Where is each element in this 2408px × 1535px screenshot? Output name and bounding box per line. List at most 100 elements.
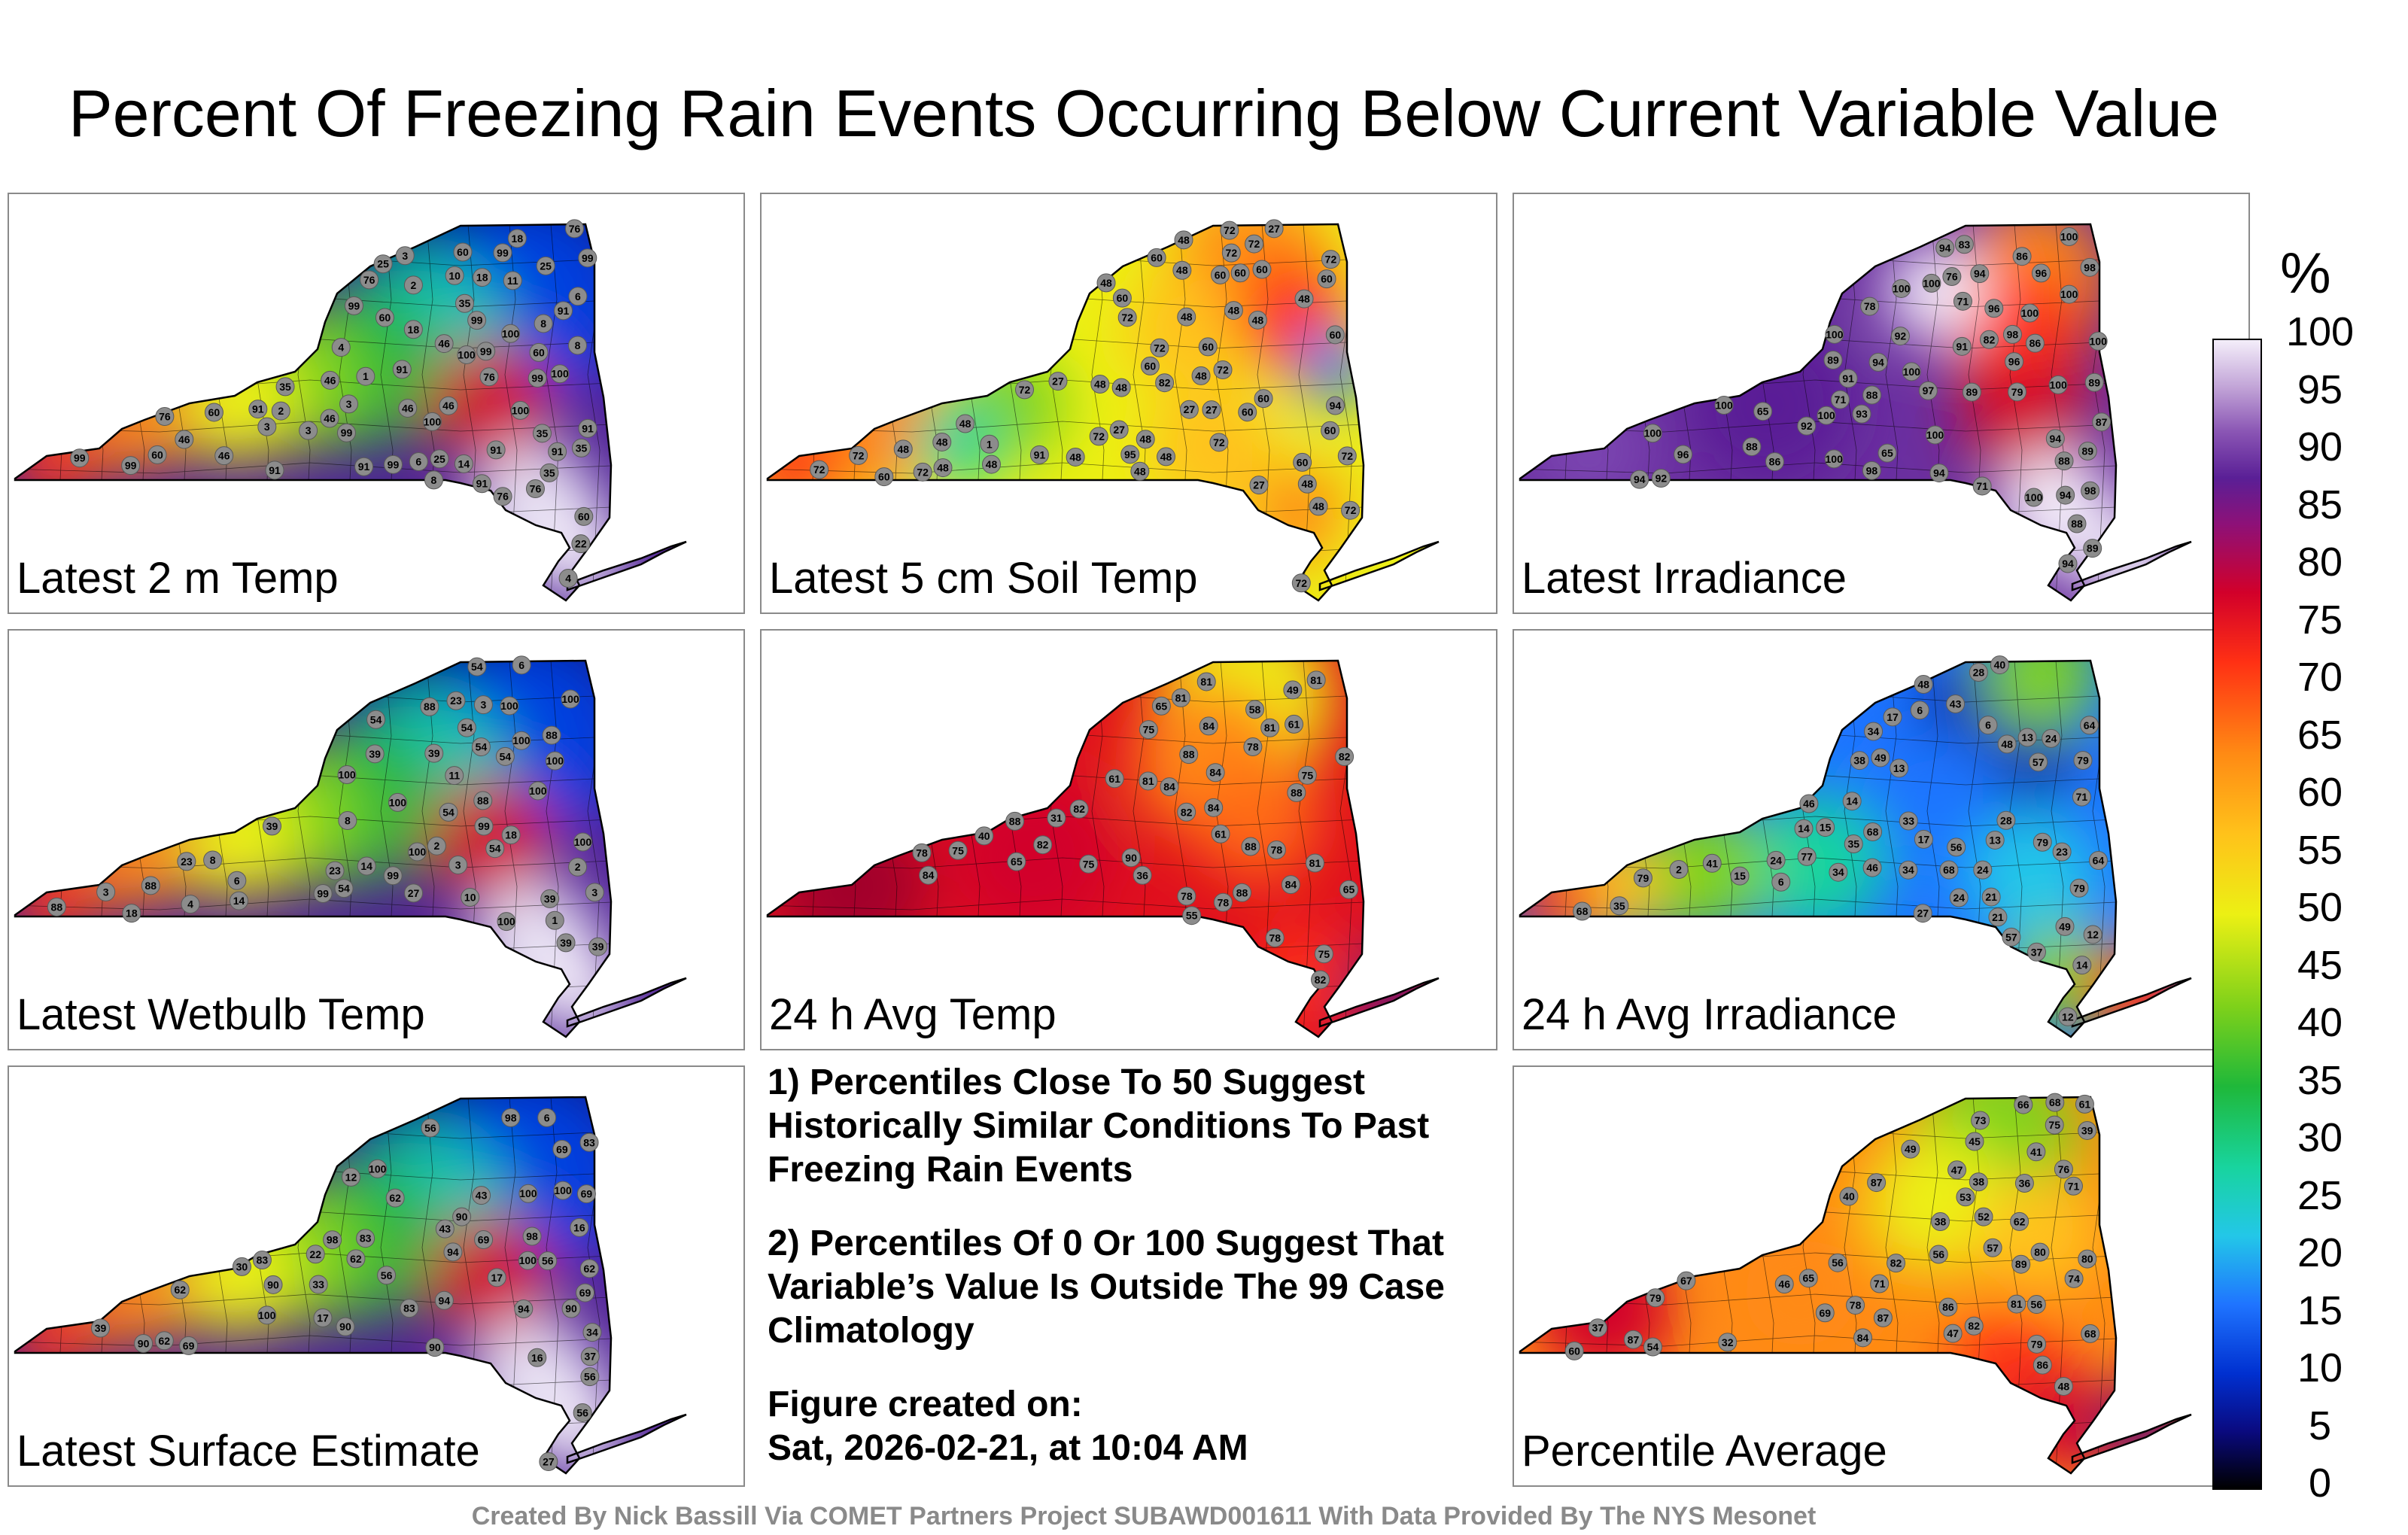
station-value: 90 (565, 1302, 577, 1315)
station-marker: 39 (263, 816, 282, 836)
station-marker: 91 (1029, 445, 1049, 464)
station-marker: 72 (1341, 500, 1361, 520)
station-marker: 100 (501, 324, 521, 343)
station-value: 60 (1234, 267, 1246, 279)
station-marker: 16 (570, 1217, 589, 1237)
station-value: 78 (1269, 932, 1281, 944)
station-marker: 62 (579, 1259, 599, 1278)
station-value: 97 (1923, 385, 1935, 397)
station-marker: 60 (1230, 263, 1250, 283)
station-value: 69 (183, 1339, 195, 1351)
station-value: 27 (1113, 424, 1125, 436)
station-marker: 48 (1172, 260, 1192, 280)
station-marker: 77 (1797, 847, 1817, 866)
station-value: 6 (544, 1111, 550, 1123)
station-marker: 62 (170, 1280, 190, 1299)
station-value: 100 (2025, 491, 2043, 503)
station-marker: 48 (1309, 497, 1328, 516)
station-value: 88 (1009, 815, 1021, 827)
station-value: 60 (878, 471, 890, 483)
station-marker: 92 (1890, 327, 1910, 346)
station-marker: 99 (493, 243, 512, 263)
station-marker: 6 (409, 452, 428, 472)
station-value: 100 (1826, 328, 1844, 340)
station-marker: 99 (121, 456, 141, 476)
station-value: 48 (1176, 264, 1188, 276)
station-value: 39 (95, 1322, 107, 1334)
station-value: 48 (1917, 679, 1929, 691)
station-marker: 34 (1899, 860, 1918, 880)
station-value: 34 (586, 1327, 598, 1339)
station-marker: 78 (1213, 892, 1233, 912)
station-marker: 47 (1943, 1324, 1963, 1343)
station-value: 84 (923, 869, 935, 881)
station-marker: 76 (2054, 1160, 2073, 1179)
station-value: 72 (1093, 430, 1105, 442)
station-marker: 23 (2052, 842, 2072, 862)
station-value: 48 (1100, 277, 1112, 289)
station-marker: 60 (1112, 288, 1132, 308)
station-marker: 78 (1846, 1296, 1865, 1315)
station-value: 96 (1677, 448, 1689, 460)
station-value: 98 (505, 1111, 517, 1123)
station-value: 91 (490, 444, 502, 456)
station-value: 54 (500, 750, 512, 762)
station-value: 25 (377, 258, 389, 270)
station-value: 79 (2031, 1338, 2043, 1350)
station-value: 100 (258, 1309, 276, 1321)
station-value: 98 (2007, 328, 2019, 340)
station-marker: 88 (1241, 837, 1260, 856)
station-value: 48 (959, 418, 971, 430)
station-value: 22 (575, 538, 587, 550)
station-value: 49 (2059, 920, 2071, 932)
station-value: 35 (537, 427, 549, 439)
station-value: 87 (1877, 1312, 1890, 1324)
station-value: 88 (1746, 441, 1758, 453)
station-marker: 98 (323, 1230, 342, 1250)
map-canvas: 3740413238364639455254484947385366848680… (1519, 1093, 2192, 1475)
station-marker: 28 (1996, 810, 2016, 830)
station-marker: 2 (568, 857, 588, 877)
station-value: 56 (2031, 1299, 2043, 1311)
station-value: 86 (2037, 1359, 2049, 1371)
station-marker: 56 (580, 1367, 600, 1387)
station-marker: 88 (420, 697, 439, 716)
colorbar-tick: 60 (2297, 770, 2343, 815)
station-value: 4 (565, 573, 571, 585)
map-canvas: 16 6 12 17 22 16 34 37 17 27 33 30 56 43 62 39 56 90 94 83 6… (14, 1096, 687, 1475)
station-value: 72 (1345, 504, 1357, 516)
station-marker: 65 (1798, 1269, 1818, 1288)
station-value: 56 (1950, 841, 1963, 853)
station-value: 48 (1302, 478, 1314, 490)
station-value: 33 (312, 1278, 324, 1290)
station-marker: 38 (1850, 751, 1869, 771)
station-marker: 72 (810, 460, 829, 479)
station-marker: 72 (849, 445, 868, 465)
station-marker: 100 (553, 1181, 573, 1200)
station-marker: 48 (1914, 675, 1933, 695)
station-marker: 86 (2012, 247, 2032, 266)
station-value: 68 (1867, 825, 1879, 837)
station-value: 8 (575, 339, 581, 351)
station-value: 87 (1871, 1177, 1883, 1189)
station-value: 48 (1139, 433, 1151, 445)
station-marker: 100 (500, 696, 519, 716)
station-value: 60 (379, 312, 391, 324)
station-value: 94 (1634, 473, 1646, 485)
station-value: 94 (2062, 558, 2074, 570)
station-marker: 100 (337, 765, 357, 785)
station-value: 91 (552, 445, 564, 457)
station-marker: 3 (257, 417, 277, 436)
station-marker: 84 (1206, 763, 1225, 783)
station-marker: 27 (404, 883, 424, 903)
station-value: 99 (74, 452, 86, 464)
station-marker: 94 (1868, 352, 1888, 372)
station-value: 91 (1956, 340, 1969, 352)
station-marker: 2 (271, 401, 290, 421)
station-value: 65 (1881, 447, 1893, 459)
station-value: 14 (1846, 795, 1858, 807)
station-marker: 46 (321, 370, 340, 390)
station-value: 72 (917, 466, 929, 478)
station-marker: 62 (385, 1188, 405, 1208)
colorbar-tick: 75 (2297, 597, 2343, 643)
